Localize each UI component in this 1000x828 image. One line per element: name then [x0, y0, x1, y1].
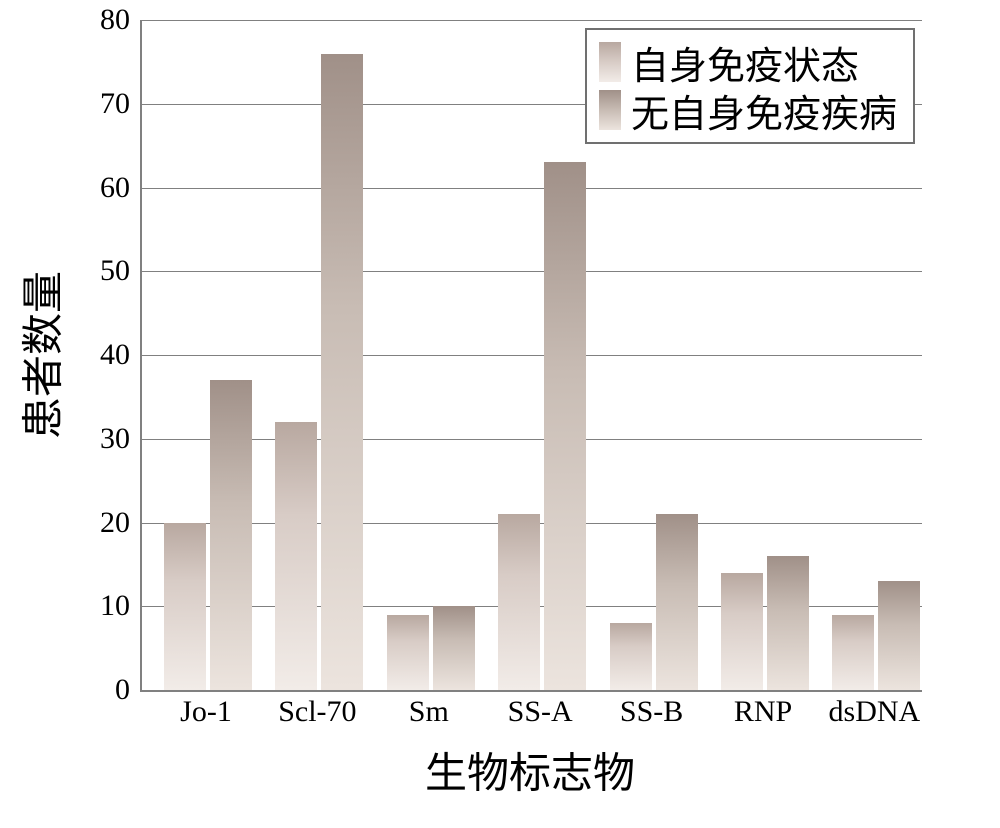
bar-series2	[210, 380, 252, 690]
bar-chart: 0 10 20 30 40 50 60 70 80 Jo-1 Scl-70 Sm SS-A SS-B RN…	[0, 0, 1000, 828]
x-tick-label: SS-A	[508, 695, 573, 729]
bar-series1	[721, 573, 763, 690]
y-tick-label: 80	[70, 3, 130, 37]
y-tick-label: 40	[70, 338, 130, 372]
y-tick-label: 60	[70, 171, 130, 205]
gridline	[142, 271, 922, 272]
bar-series2	[433, 606, 475, 690]
y-tick-label: 20	[70, 506, 130, 540]
x-tick-label: RNP	[734, 695, 792, 729]
bar-series2	[544, 162, 586, 690]
y-axis-title: 患者数量	[10, 271, 71, 439]
y-tick-label: 30	[70, 422, 130, 456]
bar-series1	[164, 523, 206, 691]
y-tick-label: 0	[70, 673, 130, 707]
bar-series2	[321, 54, 363, 691]
gridline	[142, 188, 922, 189]
bar-series2	[878, 581, 920, 690]
bar-series1	[832, 615, 874, 690]
gridline	[142, 355, 922, 356]
y-tick-label: 70	[70, 87, 130, 121]
bar-series1	[498, 514, 540, 690]
legend-swatch-icon	[599, 90, 621, 130]
x-axis-title: 生物标志物	[425, 740, 635, 801]
legend-label: 无自身免疫疾病	[631, 83, 897, 138]
legend-item-series-1: 自身免疫状态	[599, 38, 897, 86]
x-tick-label: Scl-70	[278, 695, 356, 729]
gridline	[142, 20, 922, 21]
y-tick-label: 50	[70, 254, 130, 288]
x-tick-label: dsDNA	[829, 695, 921, 729]
x-tick-label: SS-B	[620, 695, 683, 729]
legend: 自身免疫状态 无自身免疫疾病	[585, 28, 915, 144]
x-tick-label: Jo-1	[180, 695, 232, 729]
bar-series2	[656, 514, 698, 690]
legend-item-series-2: 无自身免疫疾病	[599, 86, 897, 134]
x-tick-label: Sm	[409, 695, 449, 729]
bar-series1	[610, 623, 652, 690]
bar-series2	[767, 556, 809, 690]
legend-label: 自身免疫状态	[631, 35, 859, 90]
y-tick-label: 10	[70, 589, 130, 623]
bar-series1	[275, 422, 317, 690]
legend-swatch-icon	[599, 42, 621, 82]
bar-series1	[387, 615, 429, 690]
gridline	[142, 439, 922, 440]
